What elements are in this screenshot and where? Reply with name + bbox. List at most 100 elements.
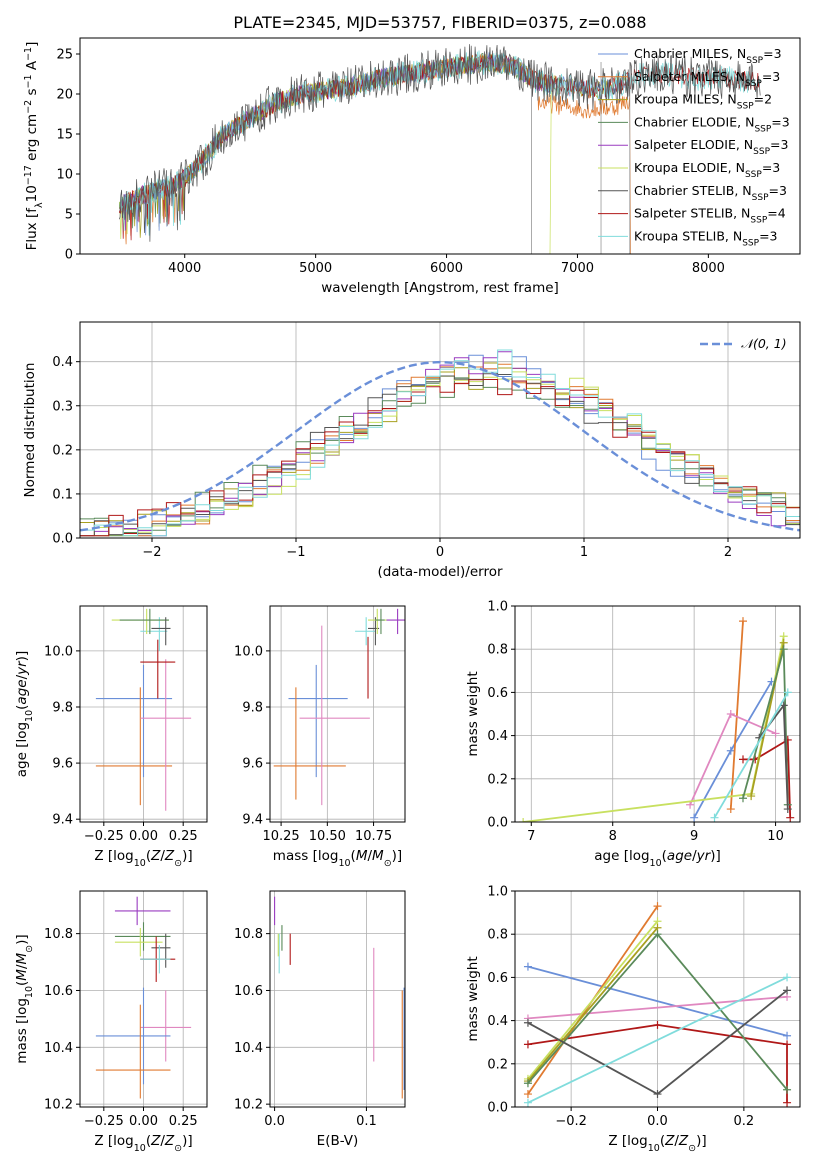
weight-line-kroupa_stelib <box>713 691 789 819</box>
y-tick-label: 9.8 <box>242 700 263 715</box>
label-part: −2 <box>23 100 34 114</box>
errorbar-salpeter_miles <box>95 1004 171 1099</box>
y-tick-label: 5 <box>65 208 73 223</box>
label-part: M <box>14 952 30 964</box>
label-part: / <box>160 1133 165 1149</box>
x-axis-label: E(B-V) <box>317 1133 359 1149</box>
panel-age_vs_Z: −0.25 0.00 0.259.49.69.810.0Z [log10(Z/Z⊙)… <box>14 605 208 869</box>
weight-marker-chabrier_stelib <box>783 805 792 814</box>
y-tick-label: 9.6 <box>52 757 73 772</box>
weight-marker-kroupa_miles <box>747 792 756 801</box>
x-tick-label: 10.25 <box>262 829 299 844</box>
y-tick-label: 10.0 <box>44 644 73 659</box>
weight-series-kroupa_stelib <box>523 973 792 1107</box>
legend-text: Chabrier MILES, N <box>634 46 746 61</box>
legend-tail: =3 <box>770 137 788 152</box>
weight-series-chabrier_elodie <box>523 930 792 1094</box>
weight-marker-salpeter_miles <box>653 902 662 911</box>
weight-marker-chabrier_miles <box>690 813 699 822</box>
weight-marker-kroupa_stelib <box>783 973 792 982</box>
weight-marker-chabrier_miles <box>523 962 532 971</box>
weight-series-kroupa_stelib <box>710 688 792 822</box>
label-part: s <box>24 88 40 99</box>
label-part: Z <box>150 848 161 864</box>
weight-marker-chabrier_miles <box>726 746 735 755</box>
y-axis-label: mass weight <box>465 671 481 756</box>
legend-tail: =3 <box>762 160 780 175</box>
legend-text: Chabrier ELODIE, N <box>634 114 754 129</box>
weight-marker-salpeter_miles <box>523 1090 532 1099</box>
errorbar-pink <box>140 659 192 811</box>
label-part: M <box>372 848 384 864</box>
label-part: Z <box>150 1133 161 1149</box>
x-tick-label: 7 <box>527 829 535 844</box>
weight-marker-salpeter_stelib <box>739 755 747 764</box>
x-tick-label: 1 <box>580 545 588 560</box>
errorbar-chabrier_elodie <box>119 608 169 635</box>
legend-sub: SSP <box>737 102 754 112</box>
label-part: ⊙ <box>174 1143 182 1154</box>
label-part: mass [log <box>273 848 339 864</box>
y-tick-label: 9.6 <box>242 757 263 772</box>
x-tick-label: 8000 <box>692 261 725 276</box>
label-part: Z [log <box>94 1133 133 1149</box>
label-part: age <box>667 848 692 864</box>
weight-marker-kroupa_elodie <box>519 818 528 822</box>
y-tick-label: 0.0 <box>487 816 508 831</box>
x-axis-label: Z [log10(Z/Z⊙)] <box>608 1133 706 1154</box>
x-tick-label: 0 <box>436 545 444 560</box>
y-tick-label: 0.6 <box>487 971 508 986</box>
x-tick-label: 7000 <box>561 261 594 276</box>
legend-sub: SSP <box>752 193 769 203</box>
weight-marker-chabrier_stelib <box>523 1018 532 1027</box>
plot-area-mass_vs_Z <box>95 896 192 1099</box>
label-part: )] <box>14 934 30 945</box>
label-part: ⊙ <box>174 858 182 869</box>
errorbar-kroupa_elodie <box>114 927 163 957</box>
label-part: )] <box>182 1133 193 1149</box>
label-part: / <box>692 848 697 864</box>
weight-series-pink <box>686 710 780 809</box>
plot-area-residuals <box>80 349 800 538</box>
y-tick-label: 10.8 <box>44 927 73 942</box>
legend-sub: SSP <box>746 56 763 66</box>
axes-frame <box>79 321 801 539</box>
label-part: yr <box>696 848 712 864</box>
label-part: ( <box>146 848 151 864</box>
legend-sub: SSP <box>745 79 762 89</box>
errorbar-chabrier_miles <box>288 664 348 778</box>
weight-marker-salpeter_stelib <box>783 1040 792 1049</box>
weight-marker-salpeter_miles <box>739 617 747 626</box>
legend-entry-kroupa_stelib: Kroupa STELIB, NSSP=3 <box>634 228 778 248</box>
label-part: ( <box>14 981 30 986</box>
errorbar-salpeter_miles <box>95 687 173 806</box>
normal-curve <box>80 360 800 532</box>
x-axis-label: wavelength [Angstrom, rest frame] <box>321 280 559 296</box>
errorbar-salpeter_miles <box>273 687 346 800</box>
axes-frame <box>79 890 208 1108</box>
y-tick-label: 0.8 <box>487 643 508 658</box>
weight-line-salpeter_stelib <box>527 1023 788 1103</box>
x-axis-label: (data-model)/error <box>377 564 503 580</box>
y-tick-label: 10.4 <box>44 1041 73 1056</box>
weight-series-salpeter_miles <box>726 617 747 814</box>
errorbar-pink <box>299 625 370 806</box>
x-tick-label: 0.00 <box>129 829 158 844</box>
label-part: mass [log <box>14 998 30 1064</box>
label-part: Normed distribution <box>22 363 38 498</box>
x-tick-label: 9 <box>690 829 698 844</box>
weight-series-kroupa_miles <box>747 638 788 801</box>
label-part: mass weight <box>465 956 481 1041</box>
errorbar-salpeter_elodie <box>386 608 405 635</box>
weight-marker-salpeter_stelib <box>783 1098 792 1107</box>
y-axis-label: age [log10(age/yr)] <box>14 651 35 777</box>
y-tick-label: 0.0 <box>487 1101 508 1116</box>
label-part: (data-model)/error <box>377 564 503 580</box>
x-axis-label: mass [log10(M/M⊙)] <box>273 848 402 869</box>
plot-area-weight_vs_age <box>519 617 795 822</box>
legend-tail: =2 <box>754 92 772 107</box>
x-tick-label: 0.00 <box>129 1114 158 1129</box>
label-part: 10 <box>134 1143 146 1154</box>
histogram-kroupa_stelib <box>80 349 800 538</box>
